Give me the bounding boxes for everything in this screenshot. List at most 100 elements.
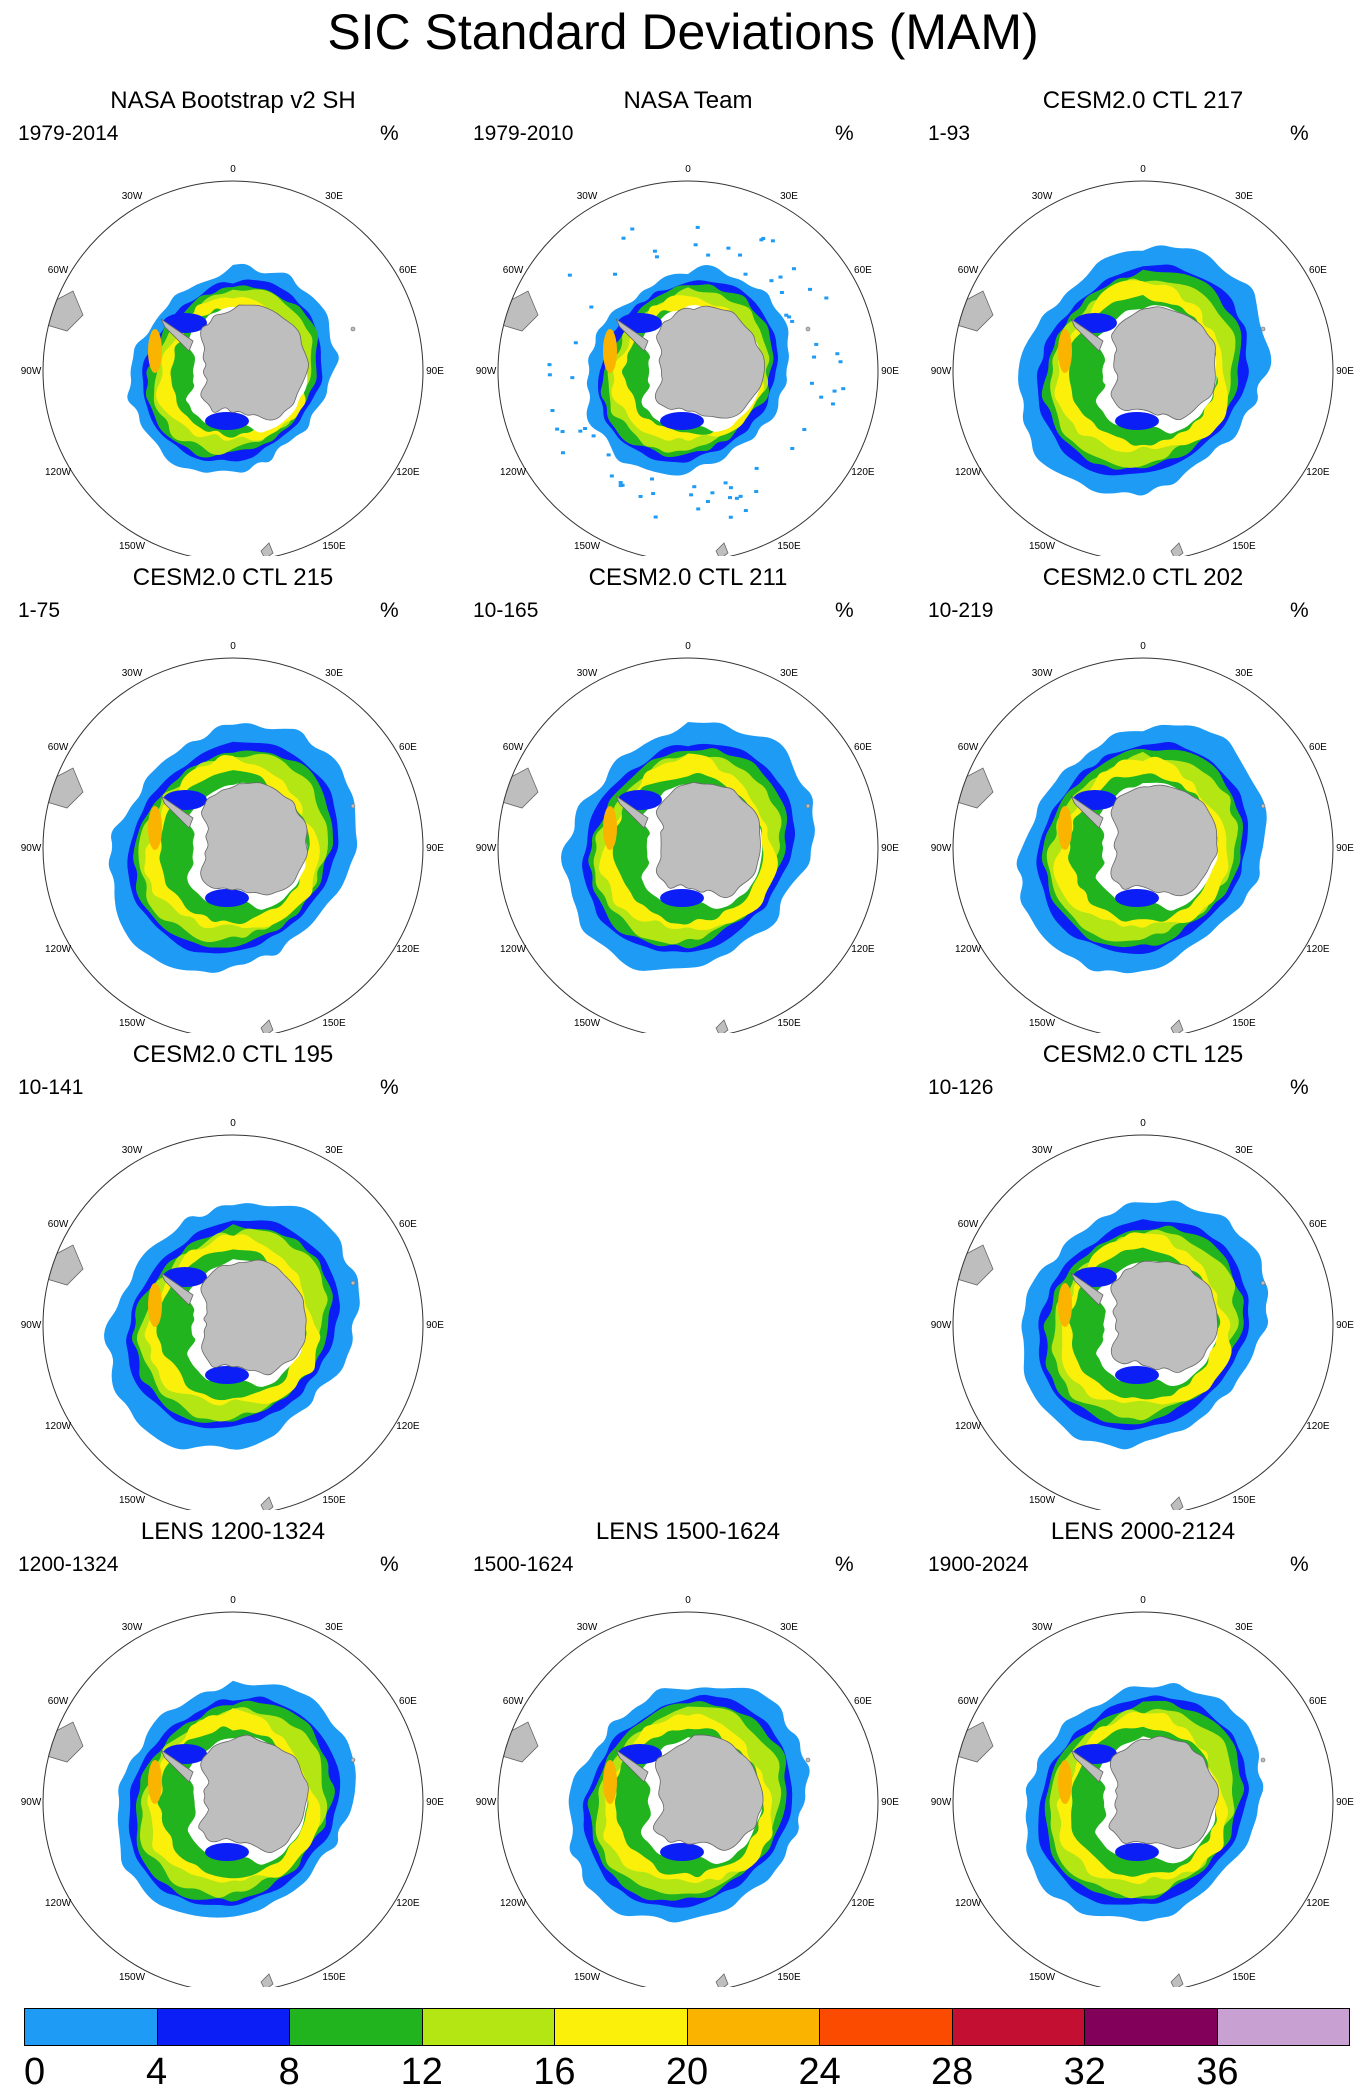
panel-period: 10-126 xyxy=(928,1076,994,1099)
polar-map: 030E60E90E120E150E180150W120W90W60W30W xyxy=(931,1595,1354,1987)
scatter-ice-pixel xyxy=(609,474,614,478)
panel-period: 1900-2024 xyxy=(928,1553,1029,1576)
longitude-label: 150E xyxy=(322,1972,346,1983)
scatter-ice-pixel xyxy=(560,451,565,455)
tasmania-landmass xyxy=(1170,1019,1184,1033)
scatter-ice-pixel xyxy=(560,430,565,434)
longitude-label: 120E xyxy=(1306,1898,1330,1909)
longitude-label: 60E xyxy=(854,742,872,753)
longitude-label: 60W xyxy=(958,1696,979,1707)
longitude-label: 0 xyxy=(685,164,691,175)
longitude-label: 60W xyxy=(48,1219,69,1230)
high-variability-patch xyxy=(1058,329,1072,373)
longitude-label: 150W xyxy=(1029,541,1056,552)
longitude-label: 150W xyxy=(119,541,146,552)
panel-units: % xyxy=(380,1076,399,1099)
panel-title: CESM2.0 CTL 211 xyxy=(588,564,788,591)
panel-units: % xyxy=(1290,599,1309,622)
longitude-label: 90E xyxy=(426,1797,444,1808)
map-panel: 030E60E90E120E150E180150W120W90W60W30WLE… xyxy=(918,1517,1366,1987)
colorbar-tick-label: 12 xyxy=(400,2051,443,2093)
panel-title: CESM2.0 CTL 215 xyxy=(132,564,334,591)
panel-period: 10-165 xyxy=(473,599,539,622)
longitude-label: 30W xyxy=(577,1622,598,1633)
longitude-label: 120W xyxy=(955,1421,982,1432)
longitude-label: 120W xyxy=(45,1898,72,1909)
scatter-ice-pixel xyxy=(612,272,617,276)
high-variability-patch xyxy=(603,329,617,373)
longitude-label: 30E xyxy=(1235,668,1253,679)
map-panel: 030E60E90E120E150E180150W120W90W60W30WCE… xyxy=(8,563,458,1033)
longitude-label: 30E xyxy=(1235,1622,1253,1633)
antarctica-landmass xyxy=(652,1734,764,1851)
high-variability-patch xyxy=(148,1283,162,1327)
longitude-label: 90E xyxy=(881,843,899,854)
panel-period: 10-219 xyxy=(928,599,994,622)
longitude-label: 120W xyxy=(500,467,527,478)
scatter-ice-pixel xyxy=(790,446,795,450)
kerguelen-island xyxy=(350,326,356,332)
longitude-label: 90W xyxy=(476,366,497,377)
antarctica-landmass xyxy=(1108,1735,1219,1849)
longitude-label: 150W xyxy=(1029,1495,1056,1506)
scatter-ice-pixel xyxy=(841,387,846,391)
ross-sea-patch xyxy=(1115,889,1159,907)
scatter-ice-pixel xyxy=(621,236,626,240)
longitude-label: 90W xyxy=(476,843,497,854)
scatter-ice-pixel xyxy=(651,492,656,496)
scatter-ice-pixel xyxy=(830,402,835,406)
panel-period: 1200-1324 xyxy=(18,1553,119,1576)
colorbar-tick-label: 36 xyxy=(1196,2051,1239,2093)
longitude-label: 90E xyxy=(426,366,444,377)
longitude-label: 90E xyxy=(1336,1797,1354,1808)
longitude-label: 120E xyxy=(851,1898,875,1909)
longitude-label: 90W xyxy=(476,1797,497,1808)
scatter-ice-pixel xyxy=(832,389,837,393)
longitude-label: 30W xyxy=(1032,1622,1053,1633)
longitude-label: 150E xyxy=(1232,1495,1256,1506)
map-panel: 030E60E90E120E150E180150W120W90W60W30WNA… xyxy=(8,86,458,556)
longitude-label: 0 xyxy=(685,1595,691,1606)
longitude-label: 0 xyxy=(1140,641,1146,652)
high-variability-patch xyxy=(1058,806,1072,850)
colorbar-segment xyxy=(156,2009,289,2045)
longitude-label: 30E xyxy=(325,1622,343,1633)
longitude-label: 120W xyxy=(955,467,982,478)
longitude-label: 30W xyxy=(122,191,143,202)
longitude-label: 0 xyxy=(1140,1595,1146,1606)
scatter-ice-pixel xyxy=(654,255,659,259)
longitude-label: 0 xyxy=(230,164,236,175)
longitude-label: 90W xyxy=(21,1797,42,1808)
longitude-label: 60E xyxy=(1309,1696,1327,1707)
longitude-label: 60E xyxy=(1309,265,1327,276)
map-boundary xyxy=(42,1611,424,1987)
longitude-label: 120W xyxy=(45,467,72,478)
kerguelen-island xyxy=(1260,1757,1266,1763)
longitude-label: 120E xyxy=(396,944,420,955)
map-boundary xyxy=(497,657,879,1033)
polar-map: 030E60E90E120E150E180150W120W90W60W30W xyxy=(21,1595,444,1987)
antarctic-peninsula xyxy=(1070,1749,1104,1783)
antarctica-landmass xyxy=(200,782,308,896)
scatter-ice-pixel xyxy=(808,287,813,291)
longitude-label: 60E xyxy=(399,265,417,276)
tasmania-landmass xyxy=(260,1019,274,1033)
longitude-label: 30E xyxy=(780,668,798,679)
longitude-label: 0 xyxy=(1140,1118,1146,1129)
panel-title: CESM2.0 CTL 202 xyxy=(1042,564,1244,591)
panel-title: CESM2.0 CTL 217 xyxy=(1042,87,1244,114)
panel-title: CESM2.0 CTL 125 xyxy=(1042,1041,1244,1068)
longitude-label: 120W xyxy=(45,944,72,955)
scatter-ice-pixel xyxy=(583,427,588,431)
scatter-ice-pixel xyxy=(550,409,555,413)
colorbar-segment xyxy=(421,2009,554,2045)
longitude-label: 90E xyxy=(426,843,444,854)
tasmania-landmass xyxy=(1170,542,1184,556)
scatter-ice-pixel xyxy=(743,509,748,513)
colorbar-segment xyxy=(25,2009,157,2045)
colorbar-segment xyxy=(686,2009,819,2045)
scatter-ice-pixel xyxy=(692,485,697,489)
longitude-label: 120W xyxy=(955,1898,982,1909)
antarctica-landmass xyxy=(1110,784,1218,897)
longitude-label: 30W xyxy=(577,668,598,679)
